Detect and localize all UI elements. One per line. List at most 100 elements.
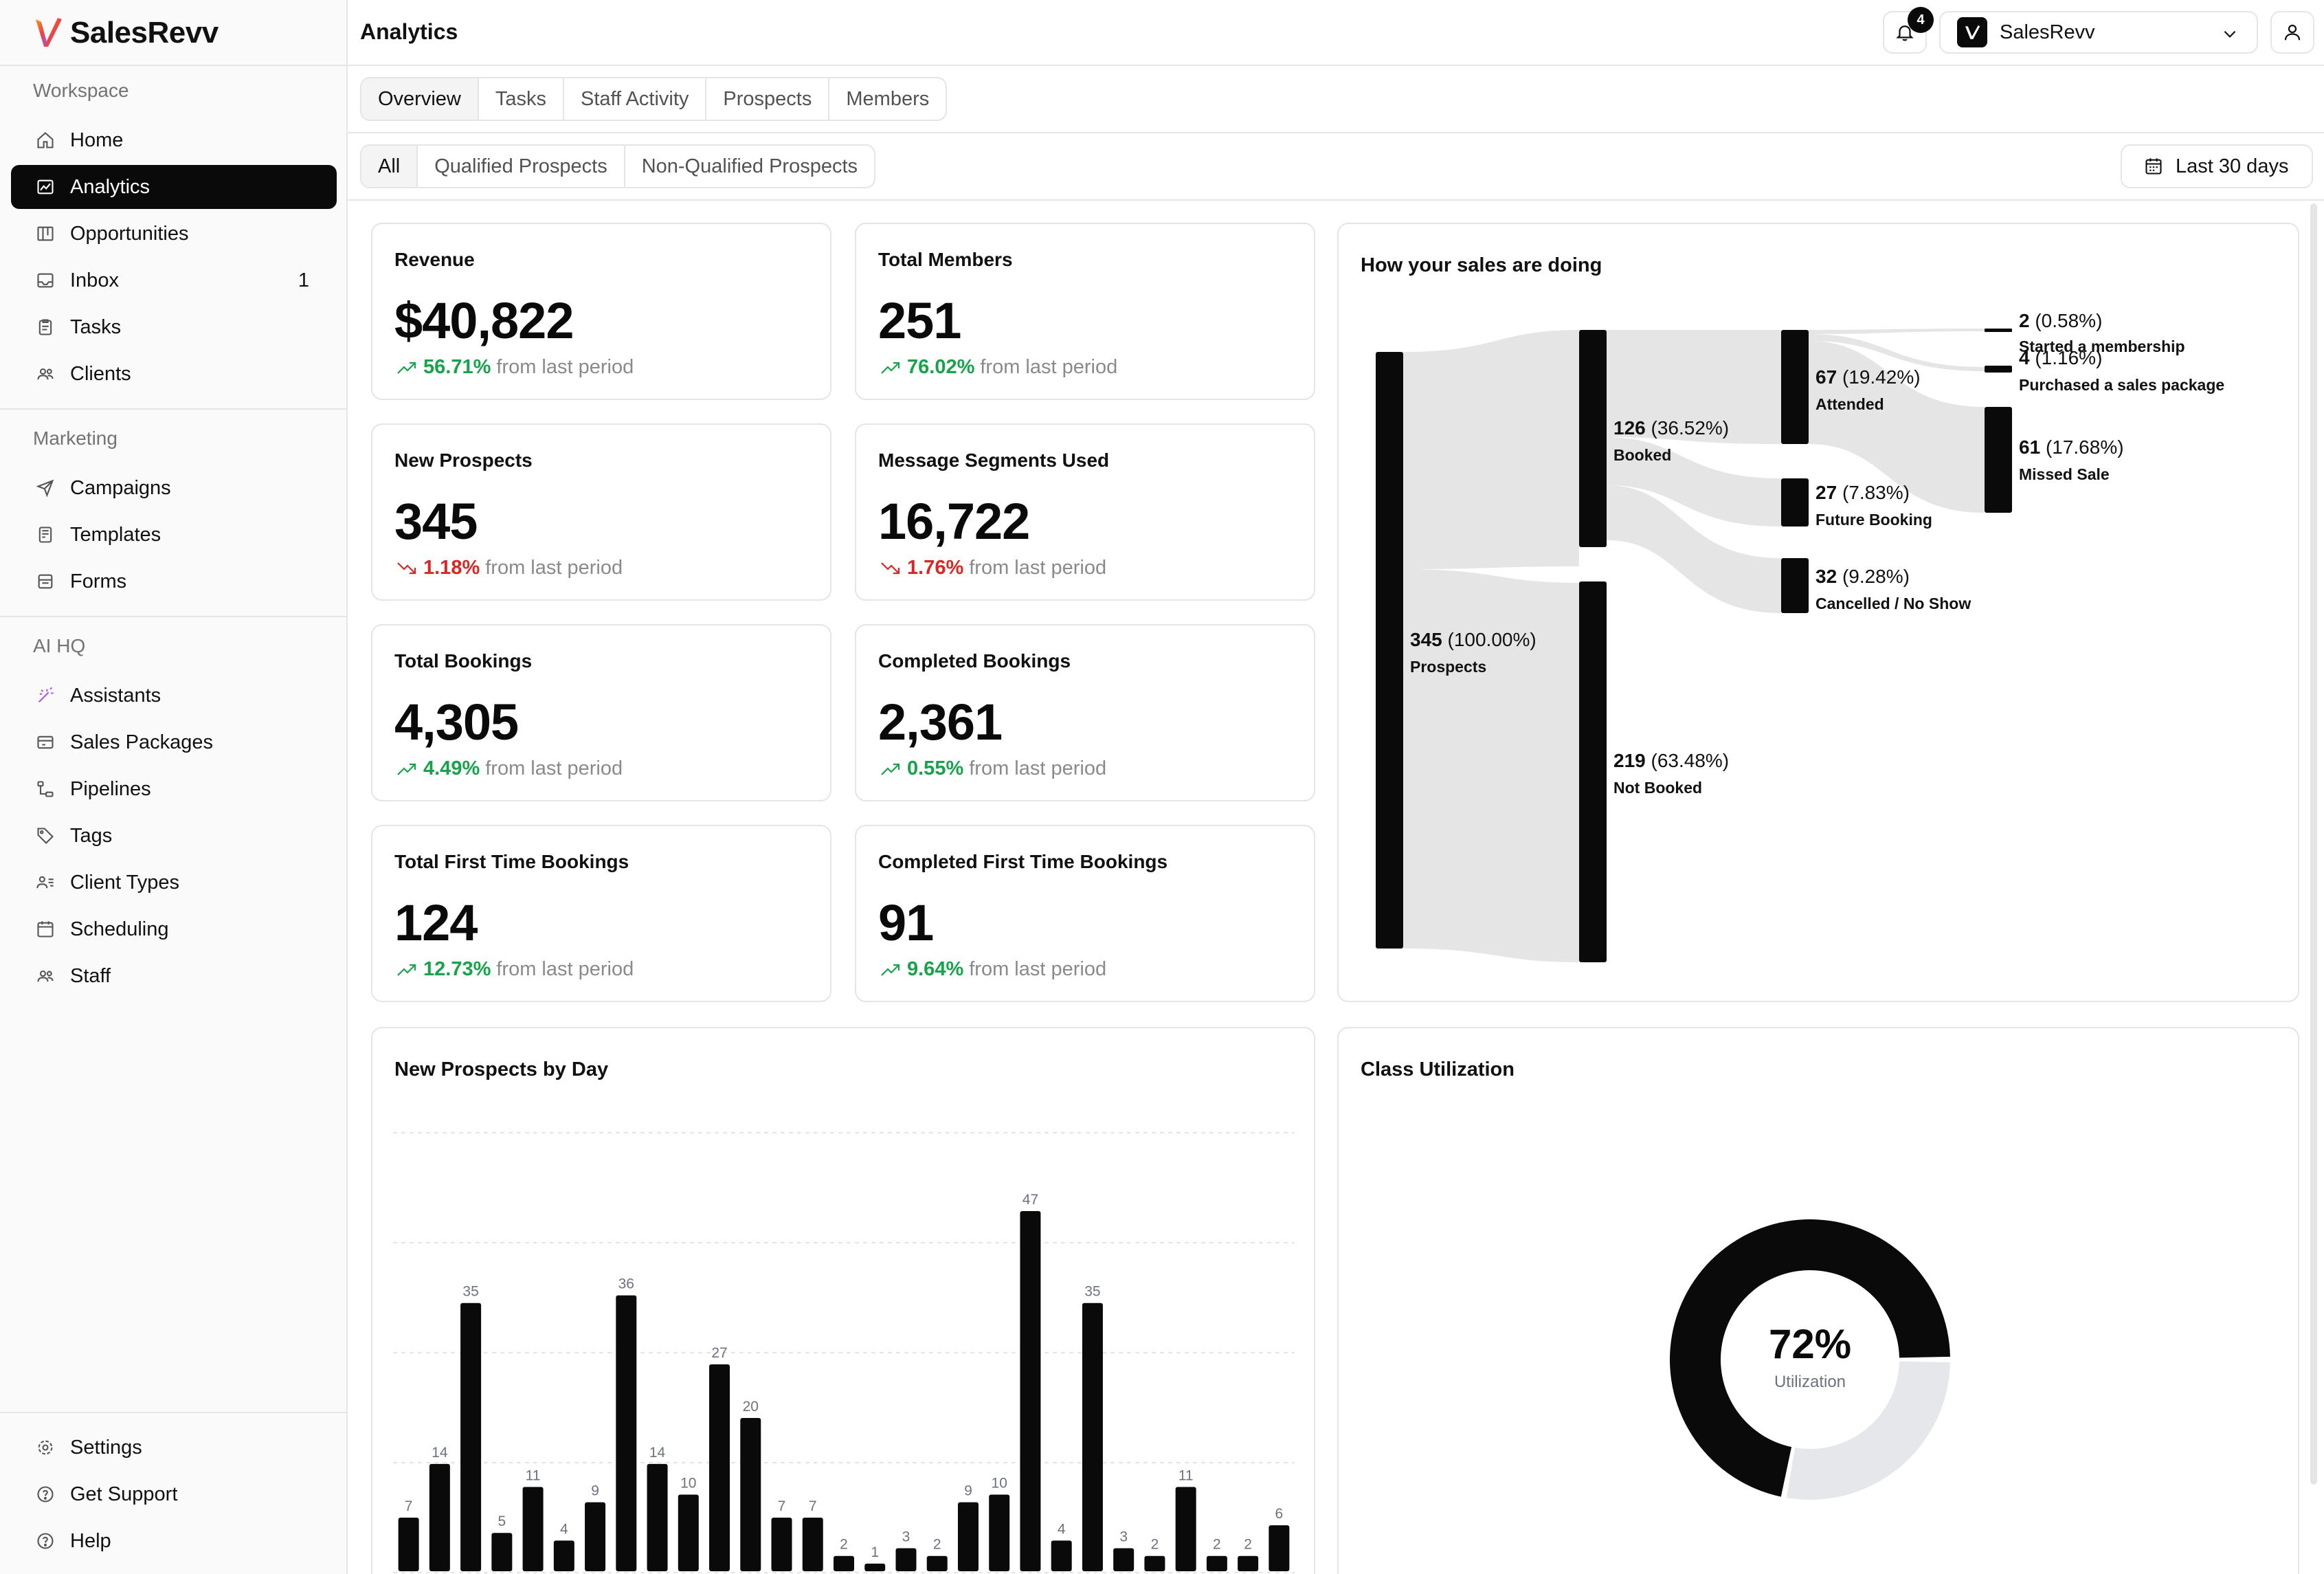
- node-label-cancelled: 32 (9.28%): [1815, 566, 1910, 587]
- bar[interactable]: [1051, 1540, 1072, 1571]
- bar[interactable]: [1020, 1210, 1041, 1571]
- sidebar-item-tags[interactable]: Tags: [11, 814, 337, 858]
- flow-booked-cancelled: [1607, 485, 1781, 613]
- stat-card-completed-first-time-bookings: Completed First Time Bookings 91 9.64% f…: [855, 825, 1315, 1002]
- user-menu-button[interactable]: [2270, 11, 2314, 54]
- tab-overview[interactable]: Overview: [361, 78, 479, 120]
- flow-booked-future: [1607, 437, 1781, 526]
- node-not-booked: [1579, 581, 1607, 962]
- chevron-down-icon: [2224, 30, 2236, 38]
- tab-prospects[interactable]: Prospects: [706, 78, 830, 120]
- bar[interactable]: [647, 1463, 668, 1571]
- sidebar-item-campaigns[interactable]: Campaigns: [11, 466, 337, 510]
- inbox-icon: [34, 269, 56, 291]
- tab-staff-activity[interactable]: Staff Activity: [564, 78, 707, 120]
- bar[interactable]: [1082, 1303, 1103, 1571]
- bar[interactable]: [585, 1502, 606, 1571]
- bar[interactable]: [895, 1548, 917, 1571]
- tag-icon: [34, 825, 56, 847]
- donut-segment-utilized[interactable]: [1670, 1219, 1950, 1497]
- calendar-icon: [2145, 158, 2162, 175]
- form-icon: [34, 570, 56, 592]
- sidebar-item-help[interactable]: Help: [11, 1519, 337, 1563]
- sidebar-item-opportunities[interactable]: Opportunities: [11, 212, 337, 256]
- sidebar-item-clients[interactable]: Clients: [11, 352, 337, 396]
- sidebar-item-inbox[interactable]: Inbox 1: [11, 258, 337, 302]
- sidebar-item-home[interactable]: Home: [11, 118, 337, 162]
- bar[interactable]: [864, 1563, 886, 1571]
- bar[interactable]: [1175, 1487, 1196, 1571]
- sidebar-item-forms[interactable]: Forms: [11, 559, 337, 603]
- trend-up-icon: [881, 763, 900, 775]
- donut-segment-unused[interactable]: [1786, 1361, 1950, 1500]
- gear-icon: [34, 1437, 56, 1459]
- node-name-prospects: Prospects: [1410, 658, 1486, 676]
- sankey-labels: 345 (100.00%) Prospects 126 (36.52%) Boo…: [1410, 310, 2224, 797]
- bar-value-label: 4: [560, 1521, 568, 1537]
- date-range-button[interactable]: Last 30 days: [2121, 144, 2313, 188]
- bar[interactable]: [1113, 1548, 1135, 1571]
- home-icon: [34, 129, 56, 151]
- tab-tasks[interactable]: Tasks: [479, 78, 564, 120]
- bar[interactable]: [491, 1533, 513, 1571]
- filter-all[interactable]: All: [361, 146, 418, 187]
- tab-members[interactable]: Members: [846, 87, 930, 110]
- node-label-missed-sale: 61 (17.68%): [2019, 436, 2124, 458]
- sales-sankey-card: How your sales are doing 345 (100.00%) P…: [1337, 223, 2299, 1002]
- sidebar-item-templates[interactable]: Templates: [11, 513, 337, 557]
- bar[interactable]: [1206, 1555, 1227, 1571]
- bar[interactable]: [989, 1494, 1010, 1571]
- bar-value-label: 9: [591, 1483, 599, 1499]
- bell-icon: [1896, 25, 1914, 41]
- logo[interactable]: SalesRevv: [33, 14, 219, 52]
- bar[interactable]: [553, 1540, 574, 1571]
- new-prospects-bar-chart: 7 14 35 5 11 4 9 36 14 10 27 20 7 7 2 1 3 2 9 10 47 4 35 3 2 11 2 2…: [393, 1132, 1295, 1573]
- node-cancelled: [1781, 558, 1809, 613]
- node-label-membership: 2 (0.58%): [2019, 310, 2102, 331]
- bar[interactable]: [1144, 1555, 1165, 1571]
- main-scrollbar[interactable]: [2310, 203, 2317, 1485]
- filter-non-qualified[interactable]: Non-Qualified Prospects: [641, 155, 858, 177]
- bar-value-label: 2: [840, 1537, 848, 1553]
- stat-card-total-first-time-bookings: Total First Time Bookings 124 12.73% fro…: [371, 825, 831, 1002]
- sidebar-item-assistants[interactable]: Assistants: [11, 674, 337, 718]
- sidebar-item-settings[interactable]: Settings: [11, 1426, 337, 1470]
- bar[interactable]: [957, 1502, 979, 1571]
- bar[interactable]: [1269, 1525, 1290, 1571]
- section-title-ai-hq: AI HQ: [33, 635, 86, 656]
- bar[interactable]: [616, 1295, 637, 1571]
- bar[interactable]: [522, 1487, 544, 1571]
- bar-value-label: 5: [498, 1514, 506, 1529]
- stat-card-message-segments: Message Segments Used 16,722 1.76% from …: [855, 423, 1315, 601]
- send-icon: [34, 477, 56, 499]
- users-icon: [34, 363, 56, 385]
- bar[interactable]: [740, 1417, 761, 1571]
- chart-icon: [34, 176, 56, 198]
- account-switcher[interactable]: SalesRevv: [1939, 11, 2258, 54]
- bar[interactable]: [926, 1555, 948, 1571]
- notifications-button[interactable]: [1883, 11, 1927, 54]
- bar[interactable]: [709, 1364, 730, 1571]
- sidebar-item-sales-packages[interactable]: Sales Packages: [11, 720, 337, 764]
- filter-qualified[interactable]: Qualified Prospects: [418, 146, 625, 187]
- bar[interactable]: [834, 1555, 854, 1571]
- sidebar-item-scheduling[interactable]: Scheduling: [11, 907, 337, 951]
- sidebar-item-tasks[interactable]: Tasks: [11, 305, 337, 349]
- bar[interactable]: [398, 1517, 419, 1571]
- sidebar-item-client-types[interactable]: Client Types: [11, 861, 337, 905]
- bar[interactable]: [802, 1517, 823, 1571]
- sidebar-item-staff[interactable]: Staff: [11, 954, 337, 998]
- bar-value-label: 10: [992, 1475, 1007, 1491]
- flow-attended-package: [1809, 334, 1985, 371]
- sidebar-item-get-support[interactable]: Get Support: [11, 1472, 337, 1516]
- sidebar-item-analytics[interactable]: Analytics: [11, 165, 337, 209]
- stat-card-total-members: Total Members 251 76.02% from last perio…: [855, 223, 1315, 400]
- bar[interactable]: [771, 1517, 792, 1571]
- bar[interactable]: [460, 1303, 482, 1571]
- bar[interactable]: [429, 1463, 450, 1571]
- bar[interactable]: [678, 1494, 699, 1571]
- bar[interactable]: [1238, 1555, 1259, 1571]
- sidebar-item-pipelines[interactable]: Pipelines: [11, 767, 337, 811]
- donut-chart-title: Class Utilization: [1361, 1058, 1515, 1080]
- node-label-future-booking: 27 (7.83%): [1815, 482, 1910, 503]
